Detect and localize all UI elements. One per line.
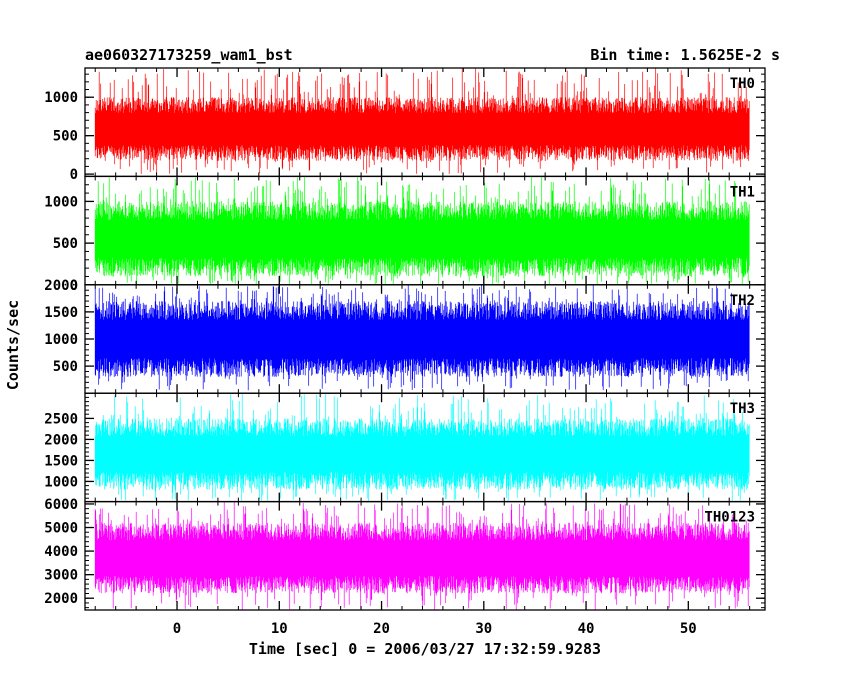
panel-label-th3: TH3 bbox=[730, 401, 755, 417]
y-tick-label: 4000 bbox=[44, 544, 78, 560]
series-trace-th1 bbox=[94, 176, 750, 285]
panel-th0: 0 500 1000 TH0 bbox=[44, 67, 766, 183]
chart-title: ae060327173259_wam1_bst bbox=[85, 46, 293, 64]
y-tick-label: 1000 bbox=[44, 332, 78, 348]
x-tick-label: 50 bbox=[680, 621, 697, 637]
y-tick-label: 6000 bbox=[44, 497, 78, 513]
series-trace-th0123 bbox=[94, 501, 750, 610]
y-tick-label: 5000 bbox=[44, 521, 78, 537]
y-tick-label: 0 bbox=[70, 278, 78, 294]
y-tick-label: 500 bbox=[53, 359, 78, 375]
x-tick-label: 30 bbox=[475, 621, 492, 637]
panels-group: 05001000TH005001000TH1500100015002000TH2… bbox=[44, 67, 766, 637]
x-tick-label: 0 bbox=[173, 621, 181, 637]
x-tick-label: 20 bbox=[373, 621, 390, 637]
bin-time-label: Bin time: 1.5625E-2 s bbox=[590, 46, 780, 64]
y-tick-label: 2000 bbox=[44, 432, 78, 448]
y-tick-label: 0 bbox=[70, 167, 78, 183]
y-tick-label: 2500 bbox=[44, 411, 78, 427]
panel-th2: 500 1000 1500 2000 TH2 bbox=[44, 278, 766, 394]
y-tick-label: 500 bbox=[53, 129, 78, 145]
panel-label-th0123: TH0123 bbox=[704, 510, 755, 526]
series-trace-th3 bbox=[94, 393, 750, 502]
panel-th3: 1000 1500 2000 2500 TH3 bbox=[44, 392, 766, 503]
y-tick-label: 1000 bbox=[44, 194, 78, 210]
series-trace-th0 bbox=[94, 68, 750, 174]
x-tick-label: 40 bbox=[578, 621, 595, 637]
y-tick-label: 2000 bbox=[44, 278, 78, 294]
y-tick-label: 2000 bbox=[44, 591, 78, 607]
y-axis-label: Counts/sec bbox=[4, 300, 22, 390]
y-tick-label: 1500 bbox=[44, 305, 78, 321]
series-trace-th2 bbox=[94, 285, 750, 391]
y-tick-label: 1000 bbox=[44, 474, 78, 490]
y-tick-label: 1500 bbox=[44, 453, 78, 469]
x-tick-label: 10 bbox=[271, 621, 288, 637]
y-tick-label: 1000 bbox=[44, 90, 78, 106]
panel-th1: 0 500 1000 TH1 bbox=[44, 175, 766, 294]
panel-label-th0: TH0 bbox=[730, 76, 755, 92]
y-tick-label: 3000 bbox=[44, 568, 78, 584]
panel-label-th2: TH2 bbox=[730, 293, 755, 309]
y-tick-label: 500 bbox=[53, 236, 78, 252]
x-axis-label: Time [sec] 0 = 2006/03/27 17:32:59.9283 bbox=[249, 640, 601, 658]
panel-th0123: 2000 3000 4000 5000 6000 TH0123 bbox=[44, 497, 766, 611]
panel-label-th1: TH1 bbox=[730, 184, 755, 200]
